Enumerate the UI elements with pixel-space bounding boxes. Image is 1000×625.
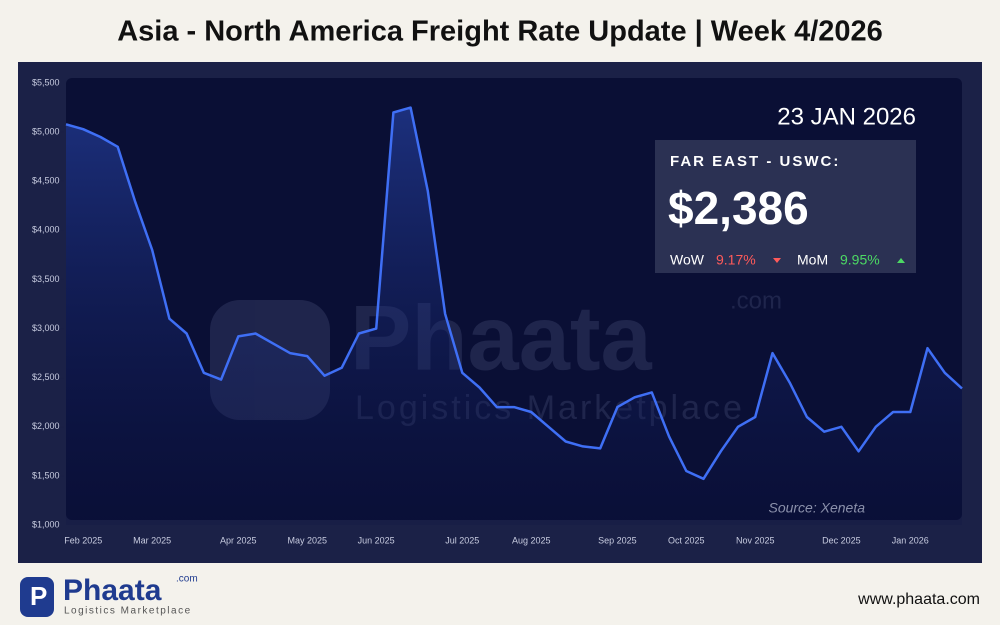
x-tick-label: Aug 2025: [512, 535, 551, 545]
footer-logo: [20, 577, 54, 617]
line: [65, 106, 963, 481]
x-tick-label: May 2025: [287, 535, 327, 545]
x-tick-label: Sep 2025: [598, 535, 637, 545]
y-tick-label: $5,000: [32, 126, 60, 136]
footer-brand: Phaata: [63, 574, 162, 607]
x-tick-label: Nov 2025: [736, 535, 775, 545]
wow-value: 9.17%: [716, 252, 756, 268]
x-tick-label: Feb 2025: [64, 535, 102, 545]
x-tick-label: Oct 2025: [668, 535, 705, 545]
y-tick-label: $2,500: [32, 372, 60, 382]
x-tick-label: Jun 2025: [358, 535, 395, 545]
y-tick-label: $3,000: [32, 323, 60, 333]
up-arrow: [897, 258, 905, 263]
watermark-domain: .com: [730, 287, 782, 314]
y-tick-label: $1,000: [32, 519, 60, 529]
plot: $1,000 $1,500 $2,000 $2,500 $3,000 $3,500 $4,0…: [32, 77, 963, 545]
y-tick-label: $5,500: [32, 77, 60, 87]
y-tick-label: $4,000: [32, 225, 60, 235]
wow-label: WoW: [670, 252, 705, 268]
x-tick-label: Jan 2026: [892, 535, 929, 545]
footer-domain: .com: [176, 574, 198, 585]
x-tick-label: Mar 2025: [133, 535, 171, 545]
y-tick-label: $2,000: [32, 421, 60, 431]
y-tick-label: $1,500: [32, 470, 60, 480]
mom-label: MoM: [797, 252, 828, 268]
down-arrow: [773, 258, 781, 263]
info-price: $2,386: [668, 182, 809, 234]
source: Source: Xeneta: [768, 500, 865, 516]
info-date: 23 JAN 2026: [777, 103, 916, 130]
y-tick-label: $4,500: [32, 176, 60, 186]
mom-value: 9.95%: [840, 252, 880, 268]
area-fill: [66, 107, 962, 525]
y-tick-label: $3,500: [32, 274, 60, 284]
info-route: FAR EAST - USWC:: [670, 153, 840, 170]
x-tick-label: Apr 2025: [220, 535, 257, 545]
x-tick-label: Jul 2025: [445, 535, 479, 545]
footer-logo-letter: P: [30, 581, 47, 611]
info-box: [655, 140, 916, 273]
x-tick-label: Dec 2025: [822, 535, 861, 545]
footer-url: www.phaata.com: [857, 591, 980, 608]
footer-tagline: Logistics Marketplace: [64, 606, 192, 617]
page-title: Asia - North America Freight Rate Update…: [117, 16, 883, 48]
